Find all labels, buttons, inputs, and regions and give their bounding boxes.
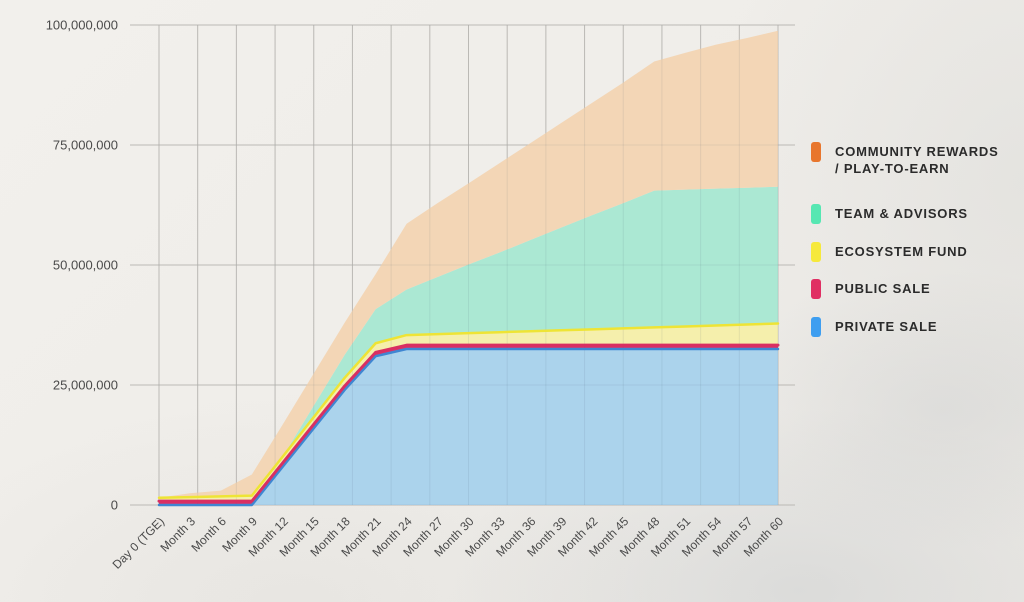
y-axis-label: 50,000,000 bbox=[53, 258, 118, 273]
legend-label-line: COMMUNITY REWARDS bbox=[835, 144, 999, 159]
legend-item-private-sale: PRIVATE SALE bbox=[811, 317, 937, 337]
y-axis: 0 25,000,000 50,000,000 75,000,000 100,000,0… bbox=[46, 18, 118, 513]
legend-item-ecosystem-fund: ECOSYSTEM FUND bbox=[811, 242, 968, 262]
line-private-sale bbox=[157, 347, 780, 507]
community-rewards-swatch-icon bbox=[811, 142, 821, 162]
area-private-sale bbox=[159, 349, 778, 505]
y-axis-label: 0 bbox=[111, 498, 118, 513]
public-sale-swatch-icon bbox=[811, 279, 821, 299]
legend-item-team-advisors: TEAM & ADVISORS bbox=[811, 204, 968, 224]
gridlines bbox=[130, 24, 795, 506]
y-axis-label: 25,000,000 bbox=[53, 378, 118, 393]
legend-item-public-sale: PUBLIC SALE bbox=[811, 279, 930, 299]
private-sale-swatch-icon bbox=[811, 317, 821, 337]
legend-item-label: PUBLIC SALE bbox=[835, 280, 930, 297]
legend-item-label: COMMUNITY REWARDS / PLAY-TO-EARN bbox=[835, 143, 999, 177]
legend-label-line: / PLAY-TO-EARN bbox=[835, 161, 950, 176]
team-advisors-swatch-icon bbox=[811, 204, 821, 224]
area-team-advisors bbox=[159, 186, 778, 498]
legend-item-label: ECOSYSTEM FUND bbox=[835, 243, 968, 260]
legend-label-line: ECOSYSTEM FUND bbox=[835, 244, 968, 259]
area-community-rewards-play-to-earn bbox=[159, 30, 778, 498]
legend-label-line: TEAM & ADVISORS bbox=[835, 206, 968, 221]
legend-label-line: PUBLIC SALE bbox=[835, 281, 931, 296]
series-boundary-lines bbox=[157, 322, 780, 507]
legend-item-label: PRIVATE SALE bbox=[835, 318, 937, 335]
y-axis-label: 100,000,000 bbox=[46, 18, 118, 33]
ecosystem-fund-swatch-icon bbox=[811, 242, 821, 262]
legend-item-label: TEAM & ADVISORS bbox=[835, 205, 968, 222]
legend-item-community-rewards: COMMUNITY REWARDS / PLAY-TO-EARN bbox=[811, 142, 999, 177]
area-series bbox=[159, 30, 778, 505]
line-public-sale bbox=[157, 343, 780, 503]
chart-legend: COMMUNITY REWARDS / PLAY-TO-EARN TEAM & … bbox=[811, 142, 1016, 362]
legend-label-line: PRIVATE SALE bbox=[835, 319, 938, 334]
line-ecosystem-fund bbox=[157, 322, 780, 500]
area-ecosystem-fund bbox=[159, 323, 778, 502]
y-axis-label: 75,000,000 bbox=[53, 138, 118, 153]
